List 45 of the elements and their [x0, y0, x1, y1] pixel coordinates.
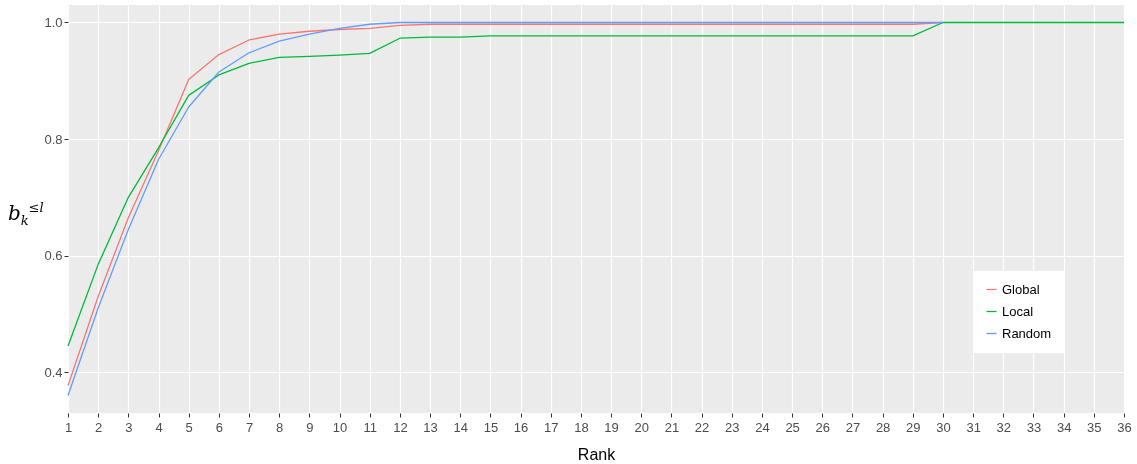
x-tick-label: 21 [664, 419, 680, 435]
y-tick-label: 0.8 [44, 131, 63, 147]
x-tick-label: 23 [725, 419, 740, 435]
x-tick-label: 15 [483, 419, 499, 435]
x-tick-label: 17 [544, 419, 559, 435]
x-tick-label: 2 [95, 419, 103, 435]
x-tick-label: 35 [1087, 419, 1102, 435]
legend-label: Global [1002, 281, 1040, 297]
x-tick-label: 30 [936, 419, 951, 435]
x-tick-label: 10 [332, 419, 348, 435]
x-tick-label: 33 [1026, 419, 1042, 435]
x-tick-label: 5 [185, 419, 193, 435]
x-tick-label: 14 [453, 419, 468, 435]
x-tick-label: 31 [966, 419, 981, 435]
x-tick-label: 26 [815, 419, 831, 435]
legend-label: Random [1002, 325, 1052, 341]
x-tick-label: 11 [363, 419, 377, 435]
line-series [67, 21, 1125, 347]
x-tick-label: 20 [634, 419, 649, 435]
x-tick-label: 25 [785, 419, 800, 435]
x-tick-label: 34 [1056, 419, 1072, 435]
y-tick-label: 1.0 [44, 14, 63, 30]
x-tick-label: 29 [906, 419, 921, 435]
x-tick-label: 12 [393, 419, 408, 435]
x-tick-label: 22 [694, 419, 710, 435]
x-axis-title: Rank [577, 445, 617, 463]
x-tick-label: 24 [755, 419, 770, 435]
y-tick-label: 0.6 [44, 248, 63, 264]
x-tick-label: 16 [513, 419, 529, 435]
x-tick-label: 9 [306, 419, 314, 435]
x-tick-label: 36 [1117, 419, 1132, 435]
x-tick-label: 4 [155, 419, 163, 435]
x-tick-label: 8 [276, 419, 284, 435]
x-tick-label: 6 [215, 419, 223, 435]
x-tick-label: 3 [125, 419, 133, 435]
x-tick-label: 1 [64, 419, 73, 435]
x-tick-label: 13 [423, 419, 438, 435]
y-tick-label: 0.4 [44, 364, 63, 380]
x-tick-label: 32 [996, 419, 1012, 435]
x-tick-label: 27 [845, 419, 861, 435]
x-tick-label: 19 [604, 419, 619, 435]
x-tick-label: 28 [875, 419, 891, 435]
legend-label: Local [1002, 303, 1034, 319]
x-tick-label: 18 [574, 419, 589, 435]
x-tick-label: 7 [245, 419, 254, 435]
